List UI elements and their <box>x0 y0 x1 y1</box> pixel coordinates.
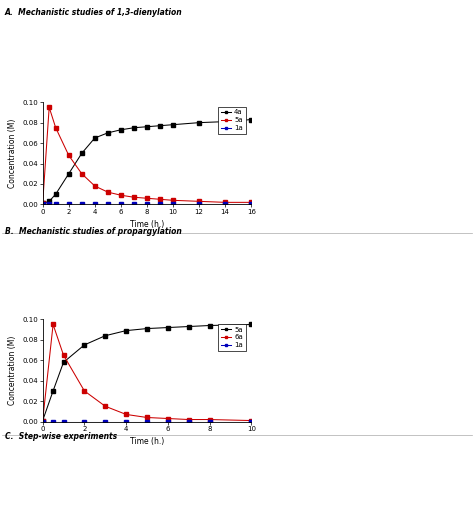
1a <box>144 201 150 207</box>
6a <box>102 403 108 409</box>
X-axis label: Time (h.): Time (h.) <box>130 220 164 229</box>
1a <box>222 201 228 207</box>
5a <box>170 197 176 203</box>
6a <box>248 417 254 424</box>
5a <box>102 333 108 339</box>
1a <box>186 419 191 425</box>
1a <box>123 419 129 425</box>
1a <box>61 419 66 425</box>
1a <box>165 419 171 425</box>
1a <box>79 201 84 207</box>
6a <box>165 415 171 422</box>
5a <box>248 199 254 205</box>
5a <box>248 321 254 328</box>
5a <box>50 388 56 394</box>
1a <box>157 201 163 207</box>
4a <box>118 127 124 133</box>
5a <box>105 189 110 195</box>
6a <box>61 352 66 358</box>
5a <box>118 192 124 198</box>
1a <box>248 201 254 207</box>
1a <box>170 201 176 207</box>
Line: 5a: 5a <box>41 323 253 422</box>
Line: 6a: 6a <box>41 323 253 422</box>
1a <box>144 419 150 425</box>
1a <box>92 201 98 207</box>
X-axis label: Time (h.): Time (h.) <box>130 437 164 446</box>
1a <box>66 201 72 207</box>
4a <box>144 124 150 130</box>
4a <box>79 150 84 156</box>
Text: A.  Mechanistic studies of 1,3-dienylation: A. Mechanistic studies of 1,3-dienylatio… <box>5 8 182 17</box>
5a <box>92 183 98 189</box>
5a <box>40 200 46 206</box>
5a <box>207 322 212 329</box>
5a <box>165 324 171 331</box>
4a <box>222 119 228 125</box>
1a <box>102 419 108 425</box>
1a <box>40 201 46 207</box>
5a <box>186 323 191 330</box>
Text: C.  Step-wise experiments: C. Step-wise experiments <box>5 432 117 441</box>
6a <box>144 414 150 421</box>
4a <box>92 135 98 141</box>
5a <box>222 199 228 205</box>
4a <box>170 122 176 128</box>
Legend: 5a, 6a, 1a: 5a, 6a, 1a <box>218 324 246 351</box>
5a <box>144 326 150 332</box>
4a <box>248 117 254 123</box>
4a <box>105 130 110 136</box>
1a <box>118 201 124 207</box>
Legend: 4a, 5a, 1a: 4a, 5a, 1a <box>218 107 246 134</box>
5a <box>123 328 129 334</box>
1a <box>50 419 56 425</box>
1a <box>207 419 212 425</box>
4a <box>53 191 58 197</box>
5a <box>196 198 202 204</box>
6a <box>82 388 87 394</box>
5a <box>53 125 58 131</box>
4a <box>196 120 202 126</box>
1a <box>46 201 52 207</box>
1a <box>248 419 254 425</box>
4a <box>46 198 52 204</box>
6a <box>40 417 46 424</box>
Line: 1a: 1a <box>41 203 253 206</box>
Y-axis label: Concentration (M): Concentration (M) <box>8 119 17 188</box>
1a <box>105 201 110 207</box>
5a <box>157 196 163 202</box>
1a <box>53 201 58 207</box>
5a <box>79 171 84 177</box>
5a <box>66 152 72 158</box>
1a <box>196 201 202 207</box>
5a <box>40 417 46 424</box>
4a <box>66 171 72 177</box>
1a <box>82 419 87 425</box>
6a <box>207 416 212 423</box>
1a <box>40 419 46 425</box>
Line: 5a: 5a <box>41 106 253 205</box>
4a <box>40 200 46 206</box>
Text: B.  Mechanistic studies of propargylation: B. Mechanistic studies of propargylation <box>5 227 182 237</box>
5a <box>82 342 87 348</box>
Line: 4a: 4a <box>41 118 253 205</box>
5a <box>131 194 137 200</box>
6a <box>186 416 191 423</box>
6a <box>50 321 56 328</box>
5a <box>61 359 66 365</box>
4a <box>157 123 163 129</box>
4a <box>131 125 137 131</box>
5a <box>144 195 150 201</box>
1a <box>131 201 137 207</box>
Y-axis label: Concentration (M): Concentration (M) <box>8 336 17 405</box>
5a <box>46 104 52 110</box>
6a <box>123 411 129 417</box>
Line: 1a: 1a <box>41 420 253 423</box>
